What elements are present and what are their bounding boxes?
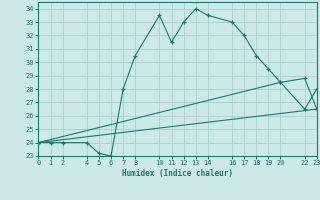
X-axis label: Humidex (Indice chaleur): Humidex (Indice chaleur) (122, 169, 233, 178)
